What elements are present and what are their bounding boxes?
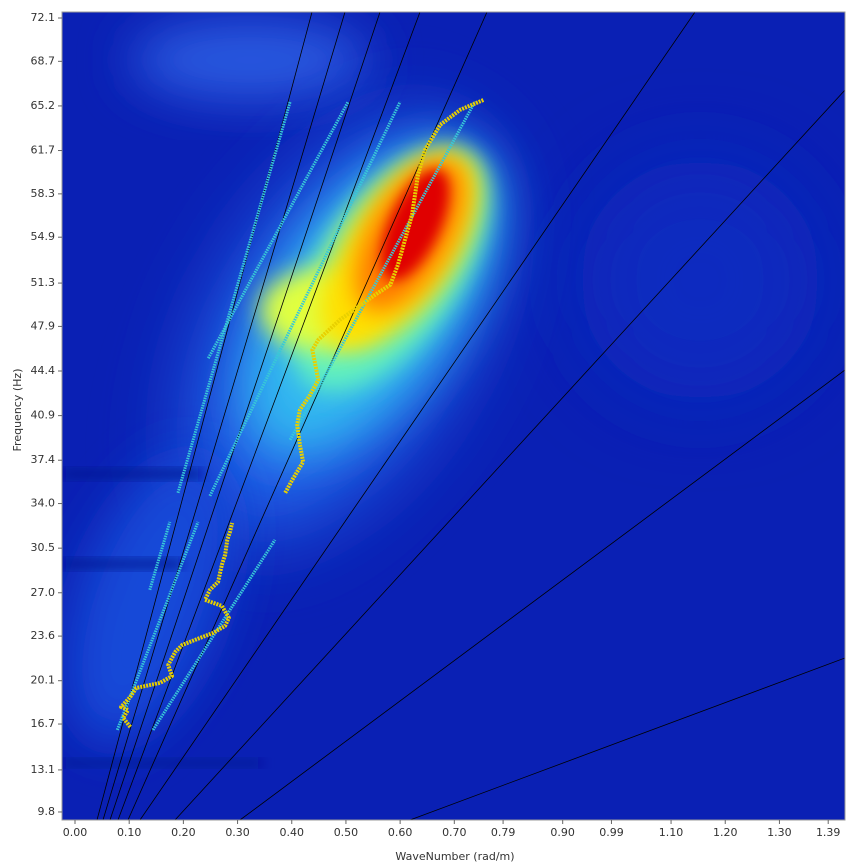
y-tick-label: 61.7 — [31, 144, 56, 157]
y-tick-label: 30.5 — [31, 541, 56, 554]
x-tick-label: 0.70 — [442, 826, 467, 839]
x-tick-label: 0.90 — [550, 826, 575, 839]
y-tick-label: 40.9 — [31, 409, 56, 422]
pick-curve — [148, 521, 172, 591]
pick-curve — [151, 539, 277, 731]
x-tick-label: 0.79 — [491, 826, 516, 839]
y-tick-label: 68.7 — [31, 54, 56, 67]
x-tick-label: 0.20 — [171, 826, 196, 839]
x-tick-label: 1.10 — [659, 826, 684, 839]
x-axis-label: WaveNumber (rad/m) — [395, 850, 514, 863]
pick-curve — [206, 101, 350, 359]
y-tick-label: 23.6 — [31, 629, 56, 642]
pick-curve — [115, 521, 200, 731]
spectrum-image — [62, 12, 845, 820]
x-tick-label: 1.30 — [767, 826, 792, 839]
x-tick-label: 0.10 — [117, 826, 142, 839]
x-tick-label: 0.00 — [63, 826, 88, 839]
x-tick-label: 0.50 — [334, 826, 359, 839]
y-tick-label: 37.4 — [31, 453, 56, 466]
pick-curve — [283, 97, 485, 494]
x-tick-label: 0.30 — [225, 826, 250, 839]
pick-curve — [288, 101, 477, 441]
y-tick-label: 9.8 — [38, 805, 56, 818]
y-tick-label: 44.4 — [31, 364, 56, 377]
y-tick-label: 47.9 — [31, 319, 56, 332]
y-tick-label: 51.3 — [31, 276, 56, 289]
x-tick-label: 1.20 — [713, 826, 738, 839]
y-tick-label: 34.0 — [31, 497, 56, 510]
x-tick-label: 1.39 — [816, 826, 841, 839]
y-tick-label: 16.7 — [31, 717, 56, 730]
y-tick-label: 27.0 — [31, 586, 56, 599]
pick-curve — [176, 101, 292, 494]
y-tick-label: 20.1 — [31, 674, 56, 687]
y-tick-label: 54.9 — [31, 230, 56, 243]
pick-curve — [208, 101, 402, 497]
y-tick-label: 72.1 — [31, 11, 56, 24]
x-tick-label: 0.99 — [599, 826, 624, 839]
y-tick-label: 13.1 — [31, 763, 56, 776]
y-tick-label: 65.2 — [31, 99, 56, 112]
y-tick-label: 58.3 — [31, 187, 56, 200]
x-tick-label: 0.40 — [280, 826, 305, 839]
x-tick-label: 0.60 — [388, 826, 413, 839]
y-axis-label: Frequency (Hz) — [11, 369, 24, 452]
pick-curve — [119, 522, 235, 729]
